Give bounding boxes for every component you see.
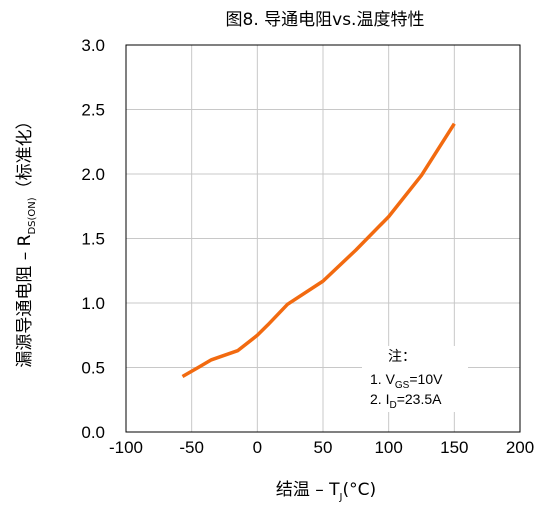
annotation-line-2: 2. ID=23.5A — [370, 391, 442, 411]
x-tick-label: 200 — [506, 438, 534, 457]
annotation-box: 注： 1. VGS=10V 2. ID=23.5A — [362, 346, 468, 412]
x-tick-label: 150 — [440, 438, 468, 457]
y-axis-label: 漏源导通电阻 – RDS(ON)（标准化） — [15, 112, 38, 367]
x-axis-ticks: -100 -50 0 50 100 150 200 — [109, 438, 534, 457]
y-tick-label: 3.0 — [81, 36, 105, 55]
y-tick-label: 2.0 — [81, 165, 105, 184]
x-tick-label: 0 — [253, 438, 262, 457]
y-tick-label: 2.5 — [81, 101, 105, 120]
x-tick-label: -100 — [109, 438, 143, 457]
y-tick-label: 1.0 — [81, 294, 105, 313]
y-tick-label: 0.5 — [81, 359, 105, 378]
x-tick-label: -50 — [179, 438, 204, 457]
plot-frame — [125, 44, 521, 433]
x-axis-label: 结温 – TJ(°C) — [276, 480, 376, 503]
annotation-line-1: 1. VGS=10V — [370, 371, 443, 391]
series-layer — [181, 122, 456, 379]
series-line — [181, 122, 456, 379]
chart-title: 图8. 导通电阻vs.温度特性 — [226, 10, 425, 30]
y-axis-ticks: 0.0 0.5 1.0 1.5 2.0 2.5 3.0 — [81, 36, 105, 442]
y-tick-label: 1.5 — [81, 230, 105, 249]
annotation-header: 注： — [388, 348, 416, 364]
x-tick-label: 50 — [314, 438, 333, 457]
y-tick-label: 0.0 — [81, 423, 105, 442]
x-tick-label: 100 — [374, 438, 402, 457]
